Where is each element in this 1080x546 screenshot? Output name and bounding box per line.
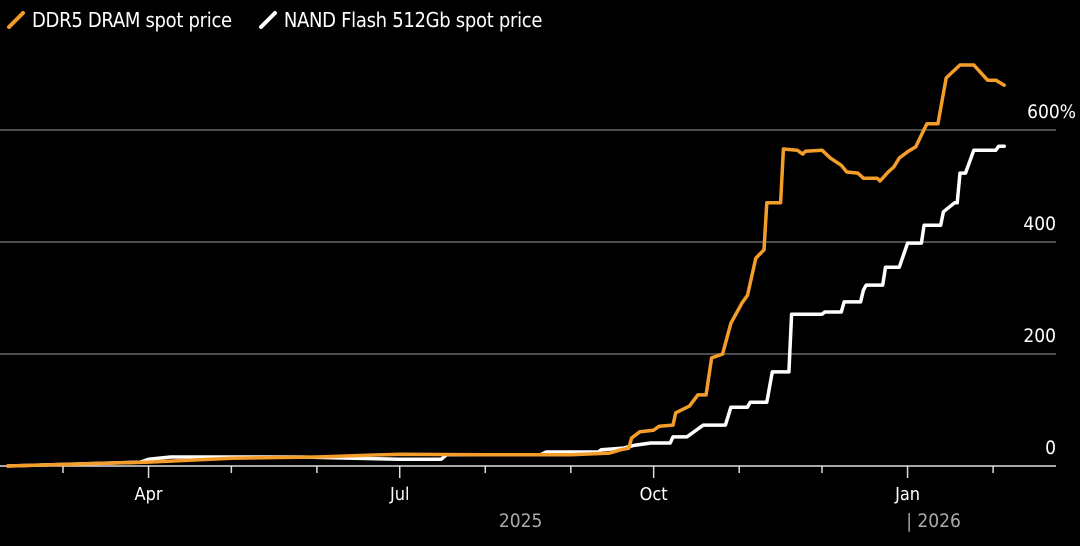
legend-label-nand: NAND Flash 512Gb spot price [283,8,543,32]
y-tick-label: 600% [1027,101,1076,123]
legend-item-ddr5: DDR5 DRAM spot price [6,8,232,32]
y-tick-label: 400 [1023,213,1056,235]
y-tick-label: 200 [1023,325,1056,347]
year-label: 2025 [499,510,543,532]
x-tick-label: Oct [640,484,668,505]
orange-slash-icon [7,11,25,29]
legend-item-nand: NAND Flash 512Gb spot price [258,8,542,32]
x-tick-label: Jan [894,484,920,505]
year-label: | 2026 [906,510,961,532]
ddr5-series-line [6,63,1006,468]
white-slash-icon [258,11,277,29]
nand-series-line [6,144,1006,468]
x-tick-label: Jul [389,484,410,505]
legend: DDR5 DRAM spot price NAND Flash 512Gb sp… [6,8,542,32]
x-tick-label: Apr [135,484,163,505]
y-tick-label: 0 [1045,437,1056,459]
legend-label-ddr5: DDR5 DRAM spot price [32,8,232,32]
